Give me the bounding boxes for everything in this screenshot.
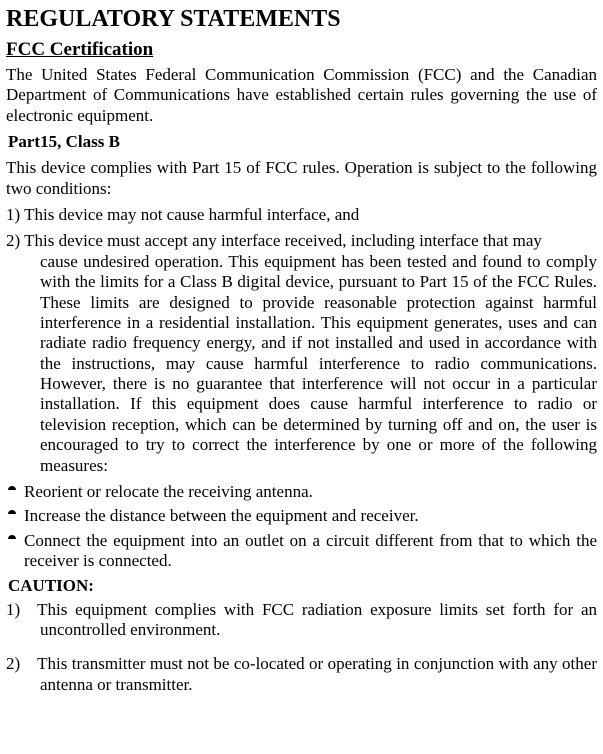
list-item-text: Connect the equipment into an outlet on … [24, 531, 597, 570]
bullet-icon [6, 508, 18, 520]
condition-2: 2) This device must accept any interface… [6, 231, 597, 476]
condition-1: 1) This device may not cause harmful int… [6, 205, 597, 225]
list-item-text: Reorient or relocate the receiving anten… [24, 482, 313, 501]
caution-heading: CAUTION: [8, 576, 597, 596]
condition-2-body: cause undesired operation. This equipmen… [6, 252, 597, 476]
list-item: Connect the equipment into an outlet on … [6, 531, 597, 572]
measures-list: Reorient or relocate the receiving anten… [6, 482, 597, 572]
paragraph-conditions: This device complies with Part 15 of FCC… [6, 158, 597, 199]
paragraph-intro: The United States Federal Communication … [6, 65, 597, 126]
condition-2-lead: 2) This device must accept any interface… [6, 231, 597, 251]
subheading-part15: Part15, Class B [8, 132, 597, 152]
bullet-icon [6, 484, 18, 496]
page-title: REGULATORY STATEMENTS [6, 6, 597, 33]
list-item: Increase the distance between the equipm… [6, 506, 597, 526]
document-page: REGULATORY STATEMENTS FCC Certification … [0, 0, 603, 719]
section-heading-fcc: FCC Certification [6, 39, 597, 61]
list-item-text: Increase the distance between the equipm… [24, 506, 419, 525]
list-item: Reorient or relocate the receiving anten… [6, 482, 597, 502]
bullet-icon [6, 533, 18, 545]
caution-item-2: 2) This transmitter must not be co-locat… [6, 654, 597, 695]
caution-item-1: 1) This equipment complies with FCC radi… [6, 600, 597, 641]
